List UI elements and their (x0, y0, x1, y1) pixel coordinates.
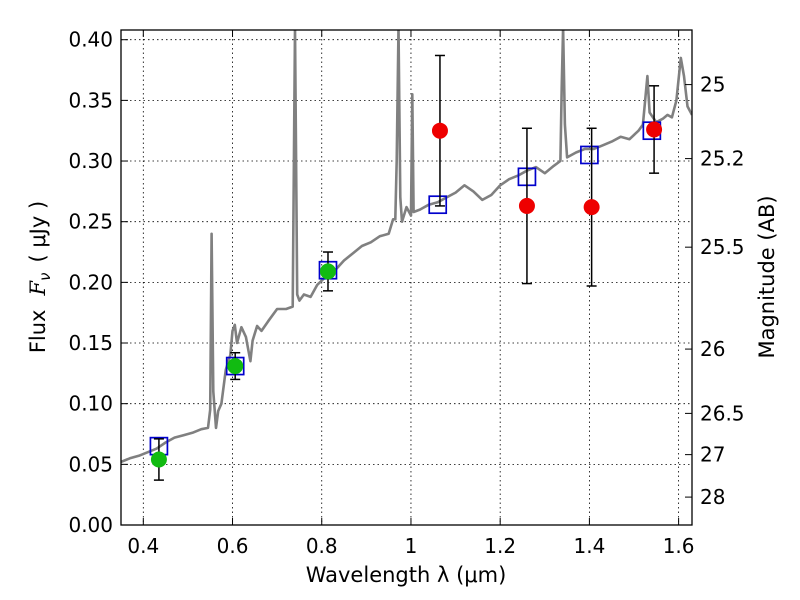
observed-nir-point (583, 199, 600, 216)
data-markers (149, 54, 663, 481)
y2-tick-label: 26.5 (700, 401, 745, 425)
observed-nir-point (646, 121, 663, 138)
y-tick-label: 0.20 (68, 270, 113, 294)
observed-nir-point (431, 122, 448, 139)
model-spectrum-line (121, 30, 692, 464)
x-axis-label: Wavelength λ (μm) (306, 563, 507, 587)
y-axis-label-prefix: Flux (26, 310, 50, 354)
y-axis-label-symbol: F (26, 280, 50, 297)
observed-optical-point (227, 358, 244, 375)
x-tick-label: 1.4 (573, 534, 605, 558)
y-axis-label-unit: ( μJy ) (26, 201, 50, 263)
x-tick-label: 1 (405, 534, 418, 558)
y2-axis-label: Magnitude (AB) (755, 195, 779, 358)
x-tick-label: 0.4 (127, 534, 159, 558)
x-tick-label: 1.6 (663, 534, 695, 558)
y-axis-label-subscript: ν (36, 273, 54, 281)
y2-tick-label: 25.5 (700, 235, 745, 259)
y-axis-label: Flux Fν ( μJy ) (26, 201, 54, 353)
y-tick-label: 0.10 (68, 392, 113, 416)
y2-tick-label: 25.2 (700, 147, 745, 171)
observed-optical-point (319, 263, 336, 280)
y-tick-label: 0.35 (68, 88, 113, 112)
x-tick-label: 0.6 (217, 534, 249, 558)
x-tick-label: 1.2 (484, 534, 516, 558)
x-tick-label: 0.8 (306, 534, 338, 558)
y-tick-label: 0.25 (68, 210, 113, 234)
model-photometry-square (428, 195, 448, 215)
y2-tick-label: 28 (700, 485, 725, 509)
plot-background (121, 30, 692, 525)
observed-optical-point (150, 451, 167, 468)
y-tick-label: 0.05 (68, 452, 113, 476)
y-tick-label: 0.40 (68, 28, 113, 52)
y-tick-label: 0.15 (68, 331, 113, 355)
y2-tick-label: 26 (700, 337, 725, 361)
model-spectrum (121, 30, 692, 464)
observed-nir-point (518, 197, 535, 214)
plot-frame (120, 29, 693, 526)
y-tick-label: 0.00 (68, 513, 113, 537)
y-tick-label: 0.30 (68, 149, 113, 173)
model-photometry-square (580, 145, 599, 165)
y2-tick-label: 27 (700, 443, 725, 467)
y2-tick-label: 25 (700, 73, 725, 97)
axis-ticks: 0.4 0.6 0.8 1 1.2 1.4 1.6 0.00 0.05 0.10 0.15 0.20 0… (68, 28, 744, 558)
